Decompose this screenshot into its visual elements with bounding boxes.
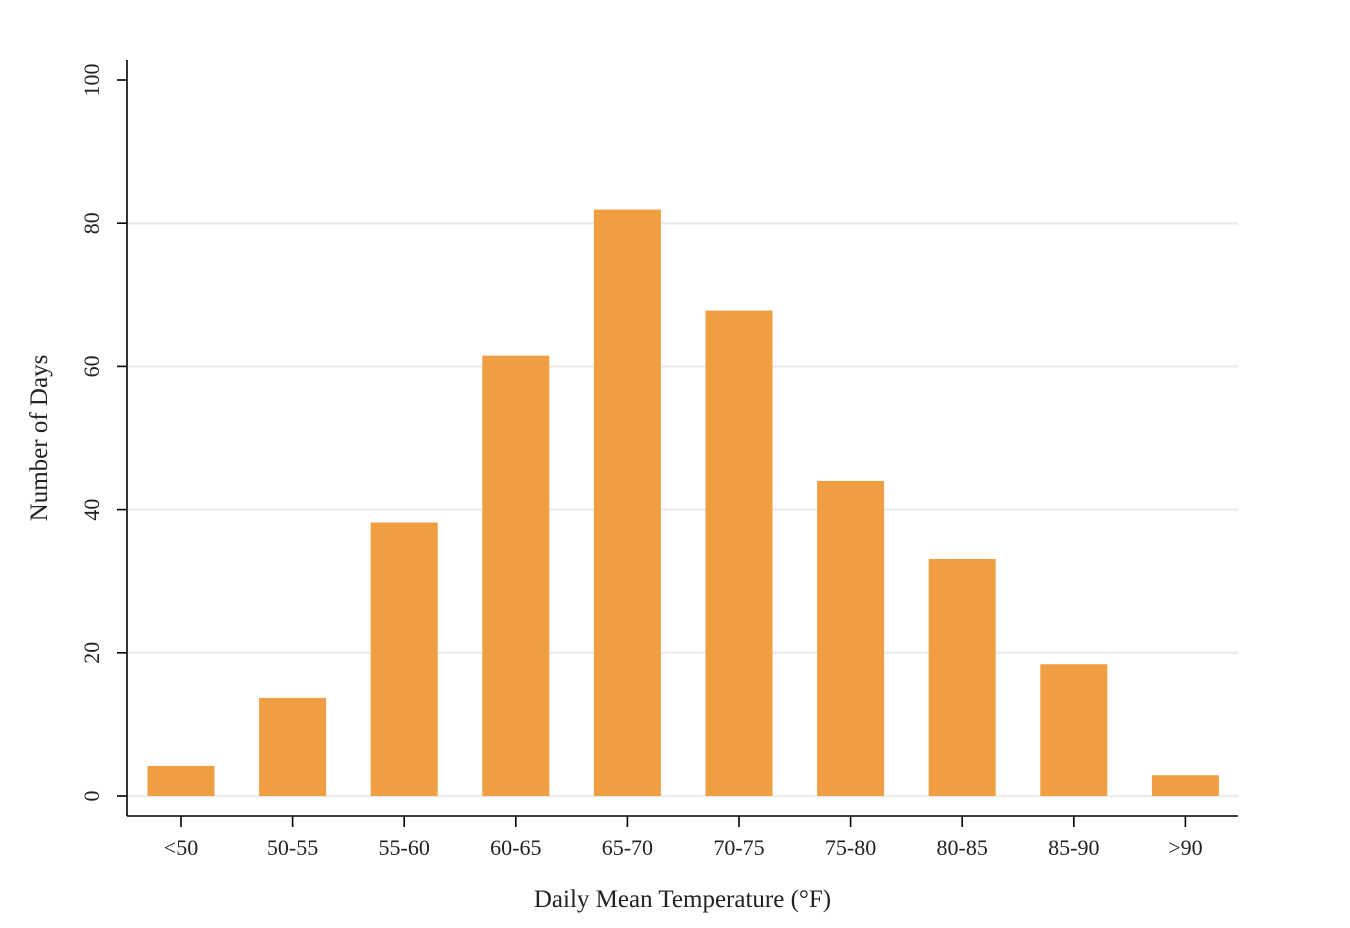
y-tick-label: 20 [79, 642, 104, 664]
y-tick-label: 40 [79, 499, 104, 521]
axes [126, 60, 1238, 817]
bars [147, 209, 1219, 796]
bar [147, 765, 215, 796]
bar [928, 559, 996, 796]
x-tick-label: 75-80 [825, 835, 876, 860]
y-tick-label: 60 [79, 355, 104, 377]
x-tick-label: <50 [164, 835, 198, 860]
bar [370, 522, 438, 796]
y-axis-title: Number of Days [26, 355, 53, 522]
bar [817, 480, 885, 796]
x-tick-label: 50-55 [267, 835, 318, 860]
y-axis-ticks: 0 20 40 60 80 100 [79, 64, 127, 802]
x-tick-label: 70-75 [713, 835, 764, 860]
y-tick-label: 80 [79, 212, 104, 234]
x-axis-ticks: <50 50-55 55-60 60-65 65-70 70-75 75-80 80-85 85… [164, 816, 1203, 860]
bar [482, 355, 550, 796]
bar [705, 310, 773, 796]
x-tick-label: 65-70 [602, 835, 653, 860]
x-tick-label: 85-90 [1048, 835, 1099, 860]
x-tick-label: >90 [1168, 835, 1202, 860]
x-tick-label: 80-85 [937, 835, 988, 860]
x-tick-label: 60-65 [490, 835, 541, 860]
bar [259, 697, 327, 796]
bar [593, 209, 661, 796]
bar [1151, 775, 1219, 796]
bar [1040, 664, 1108, 796]
x-axis-title: Daily Mean Temperature (°F) [534, 886, 831, 913]
y-tick-label: 0 [79, 791, 104, 802]
x-tick-label: 55-60 [379, 835, 430, 860]
y-tick-label: 100 [79, 64, 104, 97]
